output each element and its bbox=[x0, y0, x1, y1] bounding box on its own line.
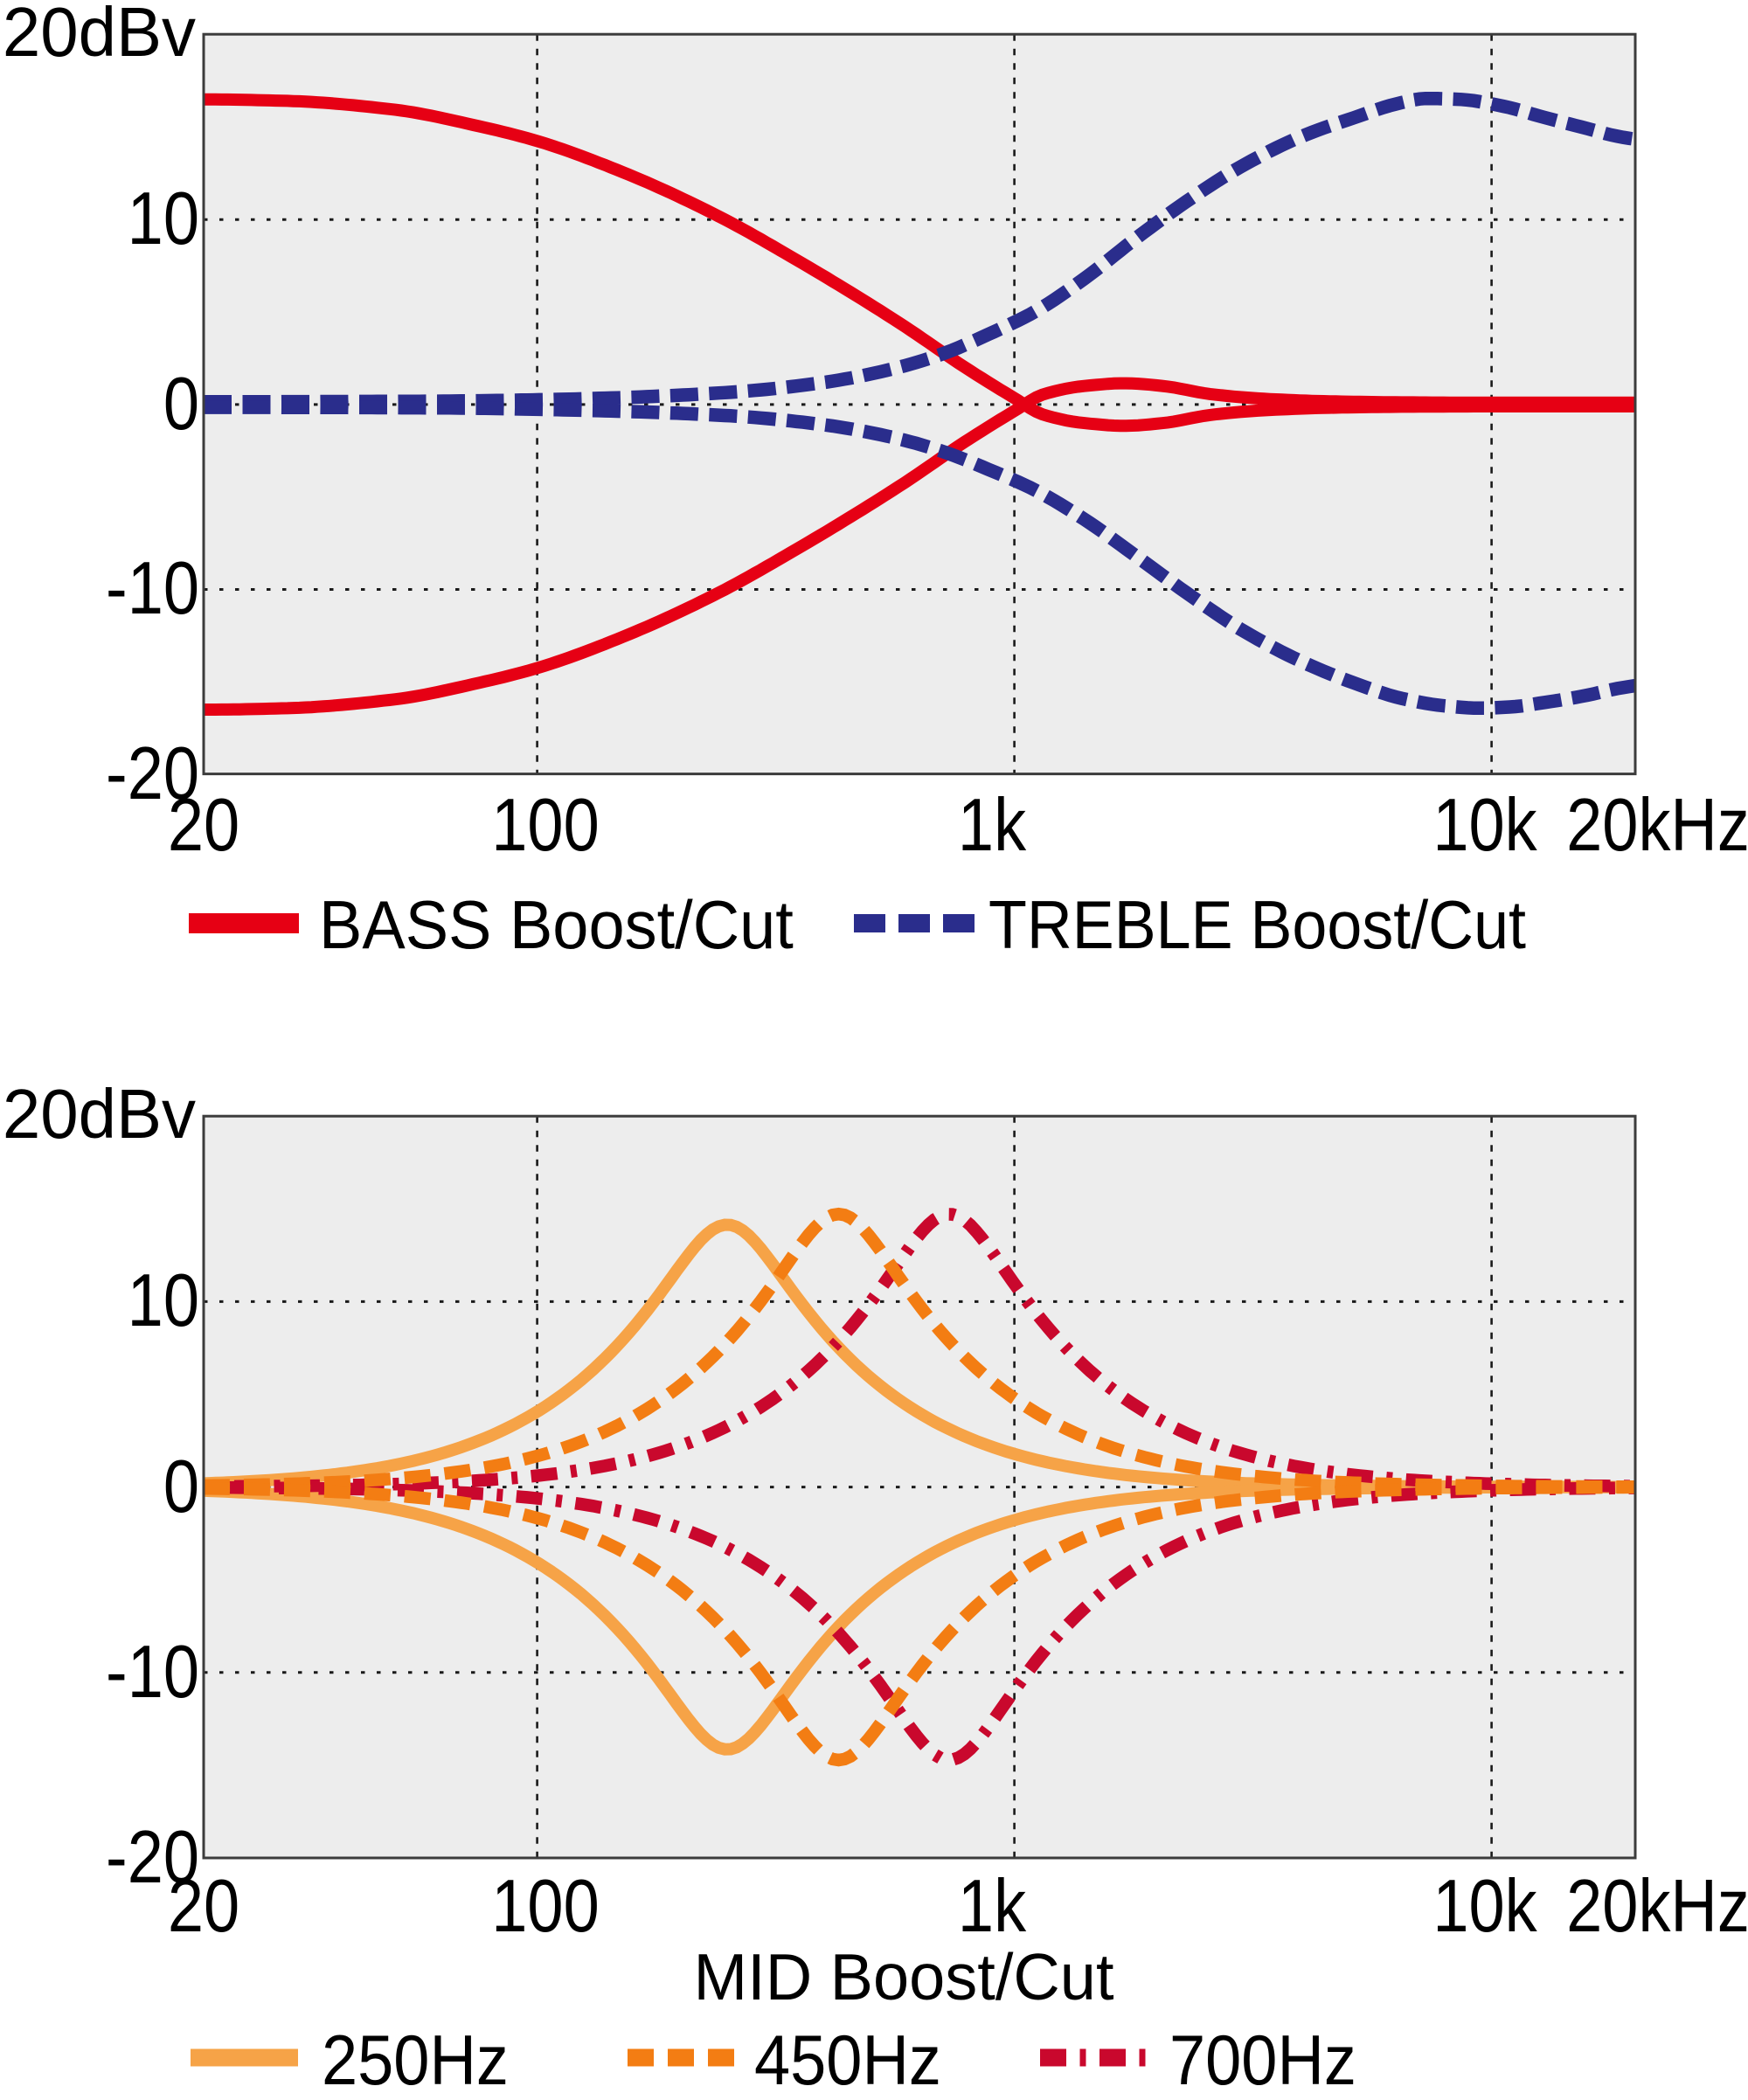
svg-text:20: 20 bbox=[168, 783, 239, 866]
svg-text:20kHz: 20kHz bbox=[1566, 783, 1748, 866]
svg-text:-10: -10 bbox=[106, 1630, 199, 1713]
svg-text:20: 20 bbox=[168, 1864, 239, 1947]
svg-text:10k: 10k bbox=[1432, 783, 1536, 866]
svg-text:10k: 10k bbox=[1432, 1864, 1536, 1947]
svg-text:100: 100 bbox=[491, 1864, 599, 1947]
svg-text:1k: 1k bbox=[958, 783, 1026, 866]
svg-text:10: 10 bbox=[128, 1258, 199, 1341]
svg-text:20dBv: 20dBv bbox=[3, 0, 197, 71]
svg-text:MID Boost/Cut: MID Boost/Cut bbox=[694, 1939, 1114, 2013]
svg-text:0: 0 bbox=[163, 362, 199, 445]
svg-text:0: 0 bbox=[163, 1445, 199, 1528]
svg-text:250Hz: 250Hz bbox=[322, 2021, 509, 2100]
svg-text:20kHz: 20kHz bbox=[1566, 1864, 1748, 1947]
svg-text:-10: -10 bbox=[106, 546, 199, 629]
svg-text:BASS Boost/Cut: BASS Boost/Cut bbox=[319, 887, 794, 963]
svg-text:-20: -20 bbox=[106, 731, 199, 814]
svg-text:450Hz: 450Hz bbox=[754, 2021, 941, 2100]
svg-text:100: 100 bbox=[491, 783, 599, 866]
svg-text:700Hz: 700Hz bbox=[1169, 2021, 1356, 2100]
svg-text:20dBv: 20dBv bbox=[3, 1075, 197, 1153]
svg-text:-20: -20 bbox=[106, 1815, 199, 1898]
svg-text:TREBLE Boost/Cut: TREBLE Boost/Cut bbox=[988, 887, 1526, 963]
svg-text:10: 10 bbox=[128, 177, 199, 260]
svg-text:1k: 1k bbox=[958, 1864, 1026, 1947]
